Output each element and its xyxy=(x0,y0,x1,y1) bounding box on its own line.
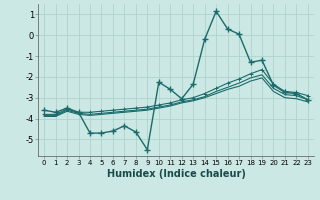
X-axis label: Humidex (Indice chaleur): Humidex (Indice chaleur) xyxy=(107,169,245,179)
